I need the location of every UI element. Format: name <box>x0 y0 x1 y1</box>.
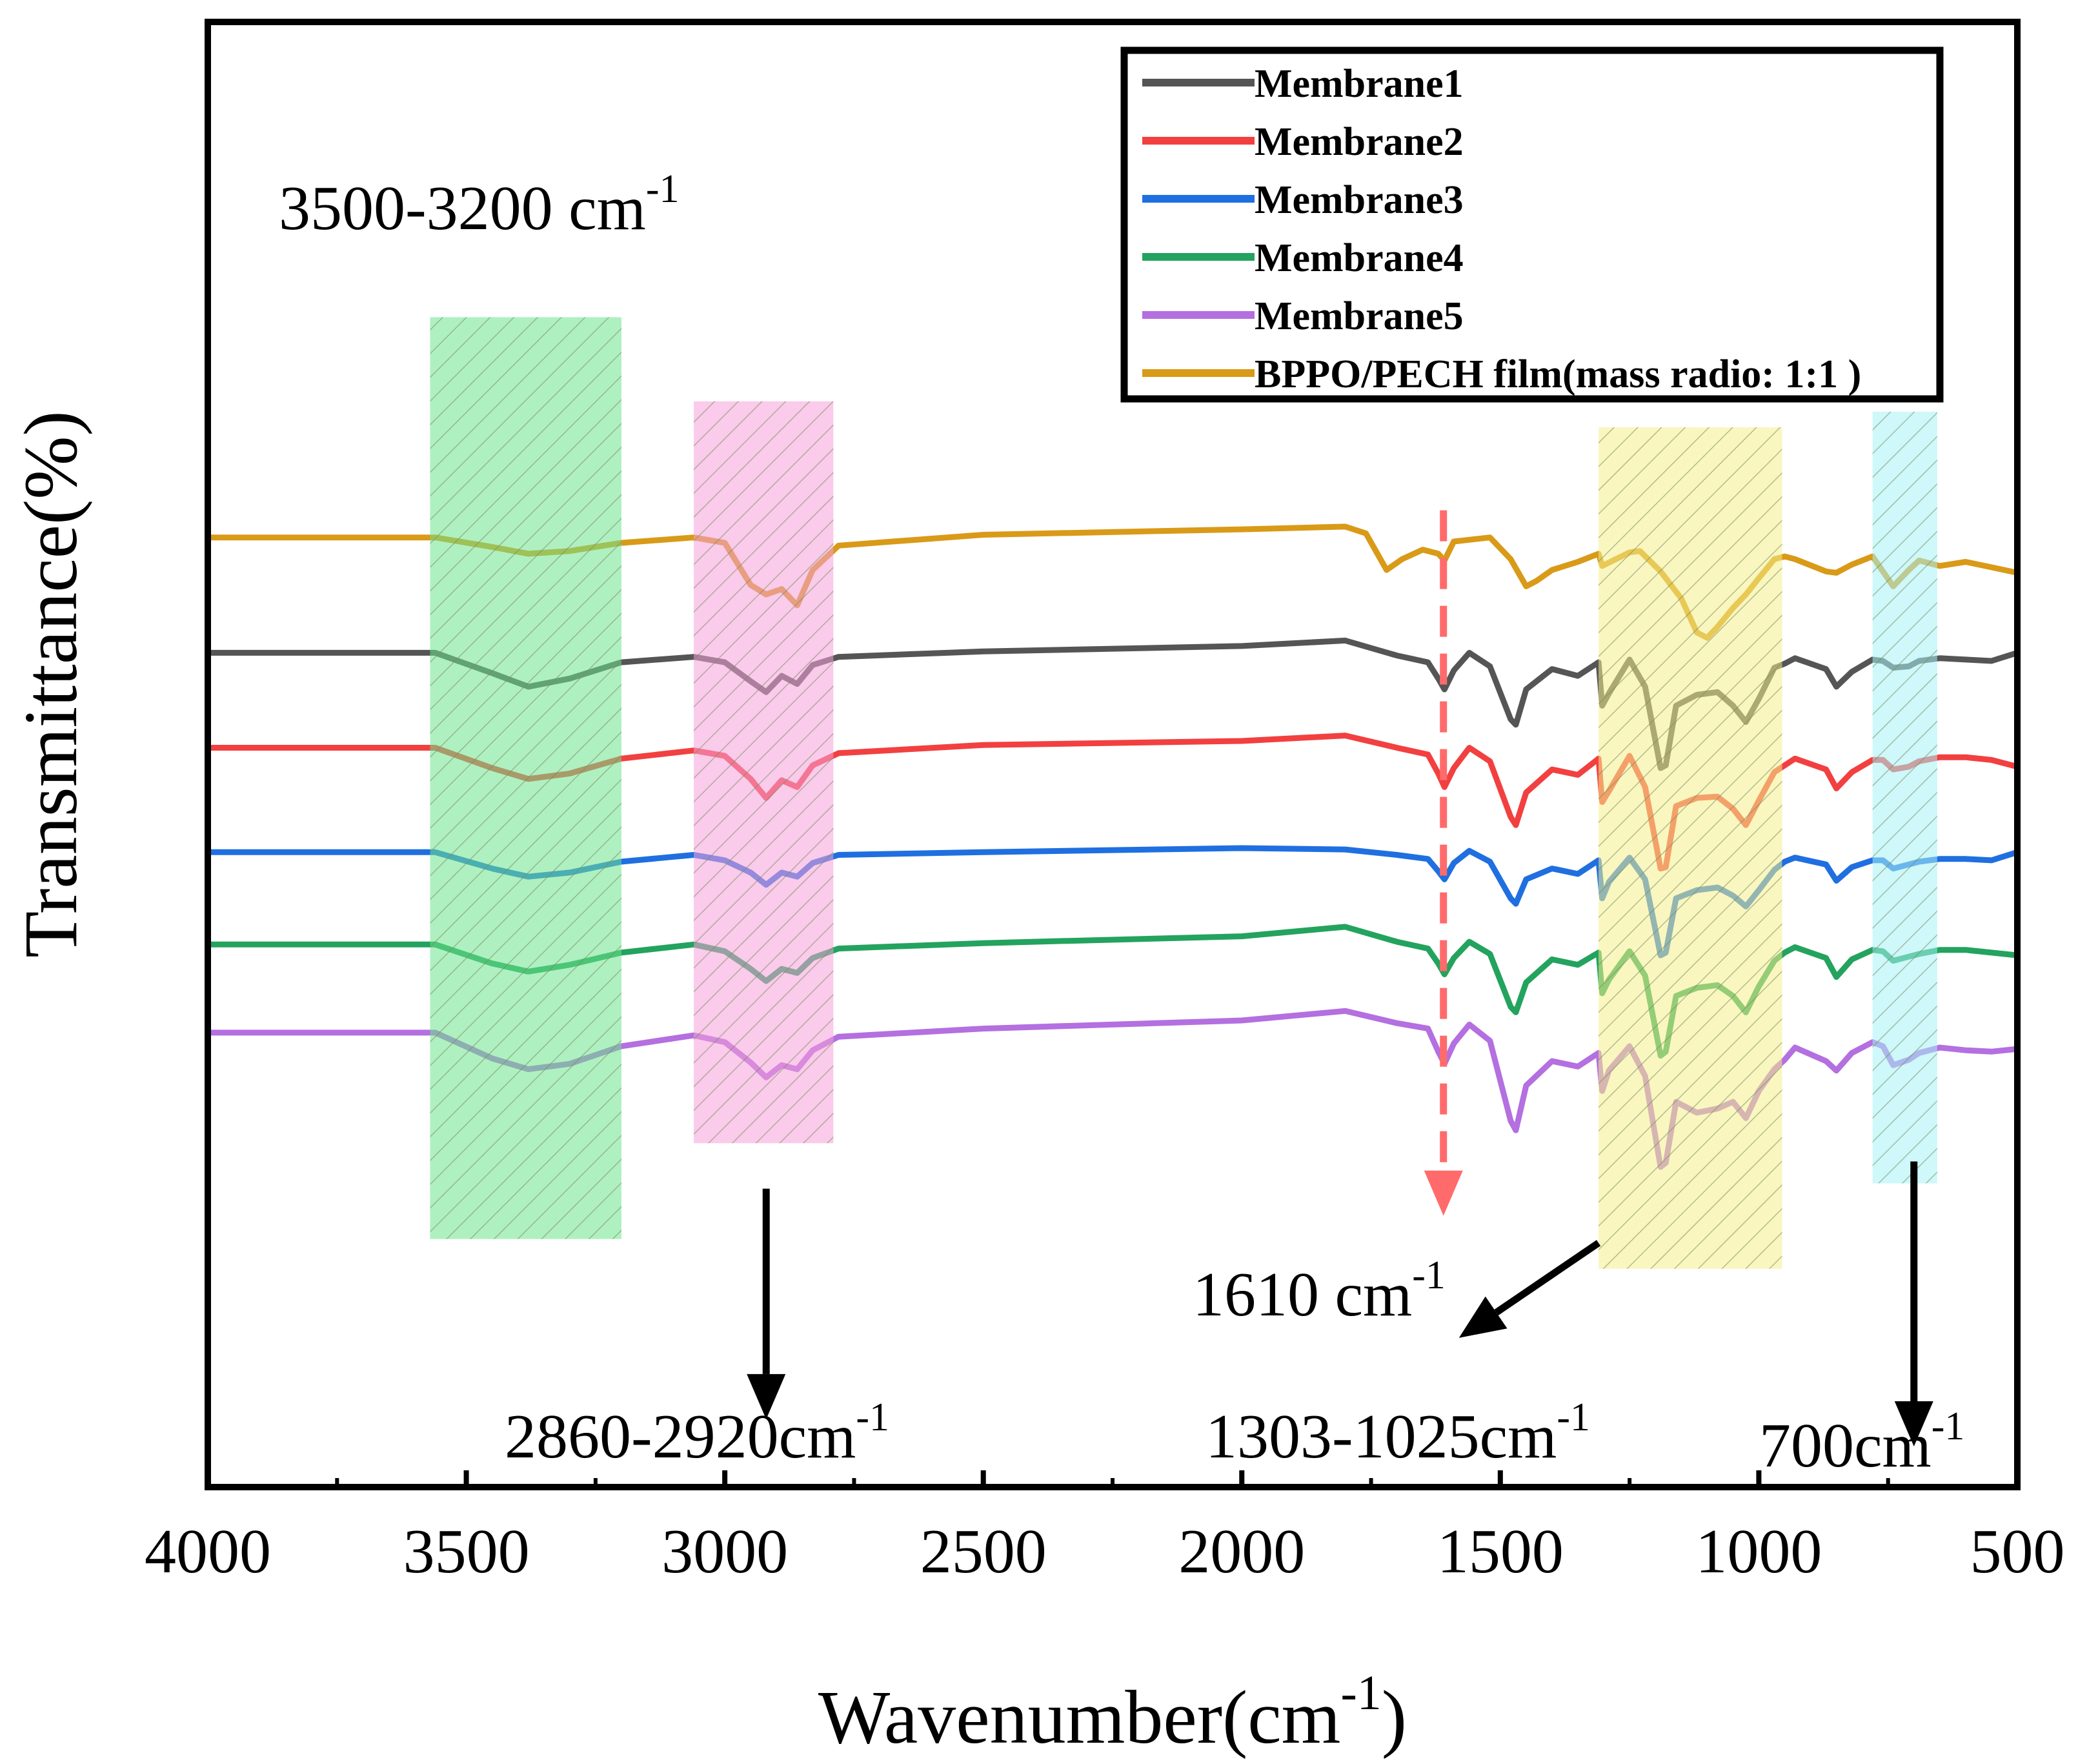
legend-label-5: Membrane5 <box>1255 294 1464 338</box>
legend-box <box>1120 46 1944 403</box>
highlight-bands <box>430 317 1937 1269</box>
x-axis-title: Wavenumber(cm-1) <box>818 1666 1407 1759</box>
x-tick-label: 4000 <box>145 1517 271 1587</box>
legend-label-4: Membrane4 <box>1255 236 1464 280</box>
x-axis-title-main: Wavenumber(cm <box>818 1675 1341 1759</box>
x-tick-label: 1000 <box>1695 1517 1822 1587</box>
legend: Membrane1 Membrane2 Membrane3 Membrane4 Memb… <box>1120 46 1944 403</box>
highlight-band-hatch-4 <box>1872 411 1937 1184</box>
arrow-head-1 <box>747 1374 786 1419</box>
legend-label-6: BPPO/PECH film(mass radio: 1:1 ) <box>1255 352 1861 396</box>
arrow-head-3 <box>1458 1296 1508 1338</box>
annotation-label: 1610 cm-1 <box>1193 1253 1446 1330</box>
highlight-band-hatch-2 <box>694 401 834 1144</box>
x-axis-title-sup: -1 <box>1340 1666 1381 1720</box>
x-tick-label: 3000 <box>661 1517 788 1587</box>
x-tick-label: 2000 <box>1178 1517 1305 1587</box>
arrow-head-4 <box>1894 1401 1933 1446</box>
x-tick-label: 1500 <box>1437 1517 1564 1587</box>
highlight-band-hatch-1 <box>430 317 621 1239</box>
legend-label-1: Membrane1 <box>1255 62 1464 106</box>
x-tick-label: 2500 <box>920 1517 1047 1587</box>
x-axis-title-end: ) <box>1382 1675 1407 1759</box>
annotation-label: 700cm-1 <box>1759 1404 1964 1481</box>
x-axis-ticks: 4000 3500 3000 2500 2000 1500 1000 500 <box>145 1470 2065 1587</box>
arrow-head-2 <box>1424 1170 1463 1216</box>
x-tick-label: 500 <box>1970 1517 2065 1587</box>
annotation-arrow-3 <box>1494 1240 1601 1315</box>
annotation-arrows <box>747 510 1933 1446</box>
legend-label-2: Membrane2 <box>1255 120 1464 164</box>
annotation-label: 2860-2920cm-1 <box>505 1395 889 1472</box>
x-tick-label: 3500 <box>403 1517 530 1587</box>
annotation-label: 1303-1025cm-1 <box>1205 1395 1590 1472</box>
highlight-band-hatch-3 <box>1599 427 1782 1269</box>
legend-items: Membrane1 Membrane2 Membrane3 Membrane4 Memb… <box>1142 62 1861 396</box>
legend-label-3: Membrane3 <box>1255 178 1464 222</box>
annotation-label: 3500-3200 cm-1 <box>279 167 680 243</box>
y-axis-title: Transmittance(%) <box>8 411 93 958</box>
